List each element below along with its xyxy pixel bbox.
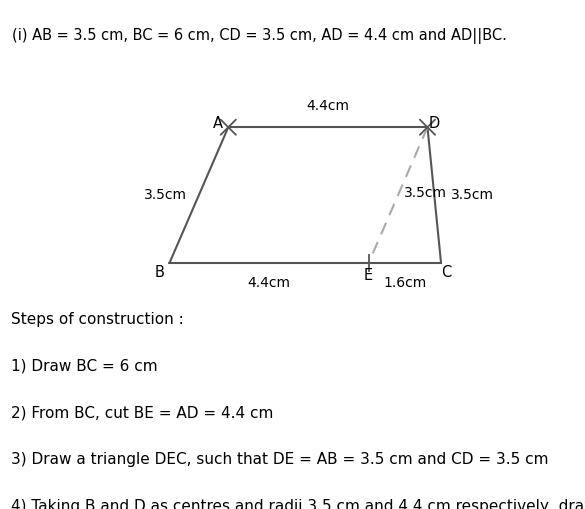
Text: 1) Draw BC = 6 cm: 1) Draw BC = 6 cm [11,358,157,373]
Text: 3.5cm: 3.5cm [451,188,494,202]
Text: 4) Taking B and D as centres and radii 3.5 cm and 4.4 cm respectively, draw: 4) Taking B and D as centres and radii 3… [11,499,585,509]
Text: (i) AB = 3.5 cm, BC = 6 cm, CD = 3.5 cm, AD = 4.4 cm and AD||BC.: (i) AB = 3.5 cm, BC = 6 cm, CD = 3.5 cm,… [12,27,507,44]
Text: D: D [428,116,439,131]
Text: C: C [441,266,452,280]
Text: 3.5cm: 3.5cm [404,186,447,200]
Text: B: B [154,266,164,280]
Text: E: E [364,268,373,283]
Text: 2) From BC, cut BE = AD = 4.4 cm: 2) From BC, cut BE = AD = 4.4 cm [11,405,273,420]
Text: 3) Draw a triangle DEC, such that DE = AB = 3.5 cm and CD = 3.5 cm: 3) Draw a triangle DEC, such that DE = A… [11,452,548,467]
Text: 3.5cm: 3.5cm [144,188,187,202]
Text: 4.4cm: 4.4cm [307,99,349,112]
Text: Steps of construction :: Steps of construction : [11,312,183,326]
Text: 1.6cm: 1.6cm [383,276,426,290]
Text: A: A [214,116,223,131]
Text: 4.4cm: 4.4cm [247,276,291,290]
